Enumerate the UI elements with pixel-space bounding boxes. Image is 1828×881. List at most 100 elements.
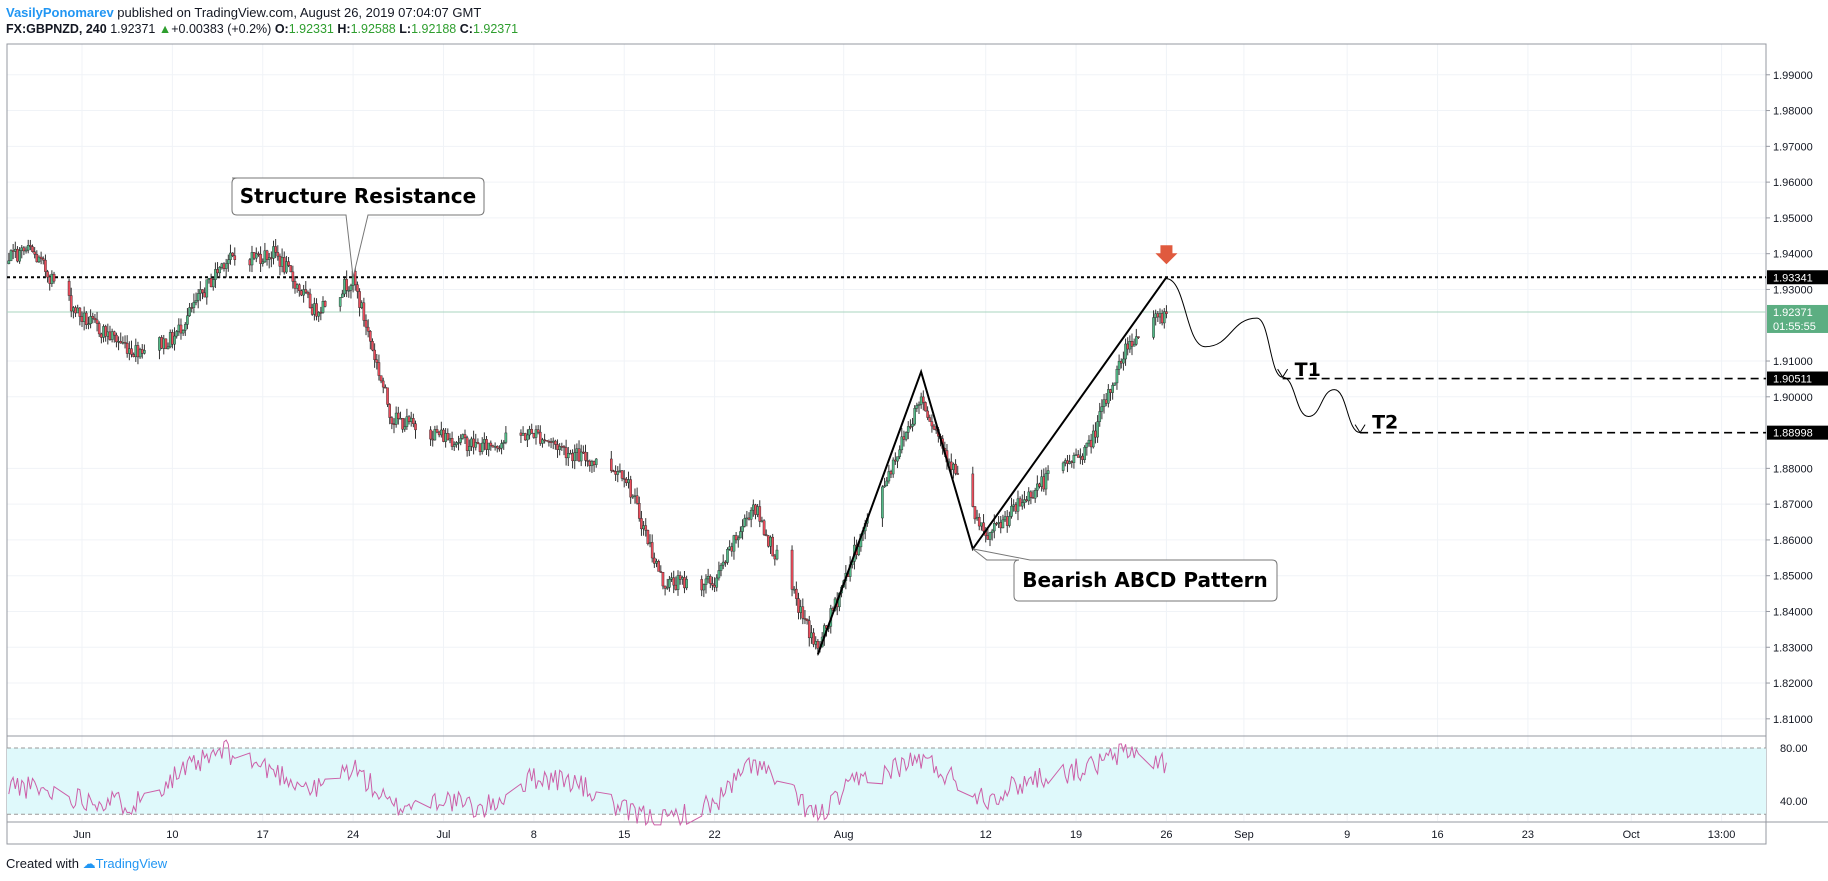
candle-body (631, 495, 635, 498)
price-tick-label: 1.83000 (1773, 642, 1813, 654)
candle-body (106, 331, 110, 337)
rsi-tick-label: 40.00 (1780, 796, 1808, 808)
candle-body (179, 324, 183, 334)
candle-body (405, 416, 409, 427)
candle-body (392, 423, 396, 425)
candle-body (739, 531, 742, 539)
candle-body (1010, 505, 1013, 517)
chart-canvas[interactable]: T1 T2 Structure Resistance Bearish ABCD Pat… (0, 0, 1828, 855)
candle-body (801, 606, 805, 619)
candle-body (138, 349, 142, 358)
candle-body (384, 386, 387, 389)
candle-body (9, 250, 13, 262)
candle-body (799, 606, 802, 613)
candle-body (1104, 399, 1108, 404)
candle-body (76, 307, 79, 314)
candle-body (1070, 461, 1074, 463)
candle-body (158, 337, 161, 351)
price-tick-label: 1.96000 (1773, 177, 1813, 189)
candle-body (1154, 313, 1157, 318)
time-tick-label: 23 (1522, 829, 1534, 841)
candle-body (343, 279, 346, 295)
candle-body (205, 279, 209, 298)
candle-body (360, 302, 364, 308)
candle-body (468, 446, 471, 451)
candle-body (190, 307, 194, 309)
candle-body (181, 330, 185, 334)
candle-body (1091, 430, 1095, 448)
candle-body (306, 291, 310, 295)
candle-body (655, 561, 658, 564)
candle-body (44, 259, 47, 272)
author-link[interactable]: VasilyPonomarev (6, 5, 114, 20)
candle-body (168, 332, 172, 348)
candle-body (924, 402, 927, 412)
up-arrow-icon: ▲ (158, 22, 172, 36)
candle-body (728, 546, 731, 550)
candle-body (302, 289, 305, 296)
candle-body (543, 439, 546, 441)
change-value: +0.00383 (+0.2%) (171, 22, 272, 36)
candle-body (78, 307, 82, 317)
candle-body (85, 312, 88, 325)
candle-body (353, 270, 357, 285)
candle-body (289, 265, 293, 273)
time-tick-label: Jul (436, 829, 450, 841)
candle-body (433, 429, 437, 441)
candle-body (665, 587, 669, 589)
candle-body (551, 440, 555, 443)
candle-body (812, 632, 815, 645)
candle-body (1126, 343, 1130, 350)
candle-body (201, 289, 204, 294)
candle-body (1046, 470, 1050, 474)
candle-body (362, 302, 366, 321)
candle-body (33, 251, 36, 255)
candle-body (771, 536, 774, 557)
candle-body (883, 485, 886, 488)
candle-body (41, 258, 45, 261)
candle-body (287, 261, 290, 266)
candle-body (431, 438, 435, 441)
candle-body (177, 324, 181, 332)
candle-body (72, 307, 75, 312)
candle-body (711, 583, 714, 586)
tradingview-brand[interactable]: TradingView (95, 856, 168, 871)
candle-body (980, 522, 983, 527)
candle-body (913, 408, 916, 425)
candle-body (483, 439, 486, 444)
candle-body (704, 578, 708, 585)
candle-body (29, 245, 32, 247)
candle-body (265, 250, 269, 260)
time-tick-label: Aug (834, 829, 854, 841)
candle-body (730, 546, 734, 552)
projection-arrowhead (1277, 368, 1289, 379)
candle-body (37, 256, 41, 263)
candle-body (1132, 343, 1136, 347)
candle-body (1119, 360, 1123, 364)
candle-body (993, 523, 996, 532)
price-tick-label: 1.97000 (1773, 141, 1813, 153)
structure-resistance-callout (231, 177, 485, 278)
candle-body (491, 445, 495, 448)
candle-body (119, 341, 123, 344)
candle-body (1012, 504, 1015, 507)
candle-body (685, 579, 688, 589)
candle-body (541, 439, 544, 444)
candle-body (986, 535, 990, 540)
time-tick-label: 8 (531, 829, 537, 841)
time-tick-label: Sep (1234, 829, 1254, 841)
candle-body (196, 293, 200, 301)
candle-body (620, 470, 624, 479)
candle-body (93, 317, 97, 321)
candle-body (672, 577, 676, 586)
candle-body (917, 404, 921, 406)
symbol-name[interactable]: FX:GBPNZD, 240 (6, 22, 107, 36)
candle-body (1064, 460, 1067, 464)
candle-body (321, 301, 325, 313)
candle-body (881, 486, 884, 519)
price-tick-label: 1.99000 (1773, 70, 1813, 82)
candle-body (171, 332, 174, 345)
candle-body (1100, 406, 1104, 412)
candle-body (816, 641, 820, 649)
drawings[interactable]: T1 T2 Structure Resistance Bearish ABCD Pat… (231, 177, 1398, 655)
